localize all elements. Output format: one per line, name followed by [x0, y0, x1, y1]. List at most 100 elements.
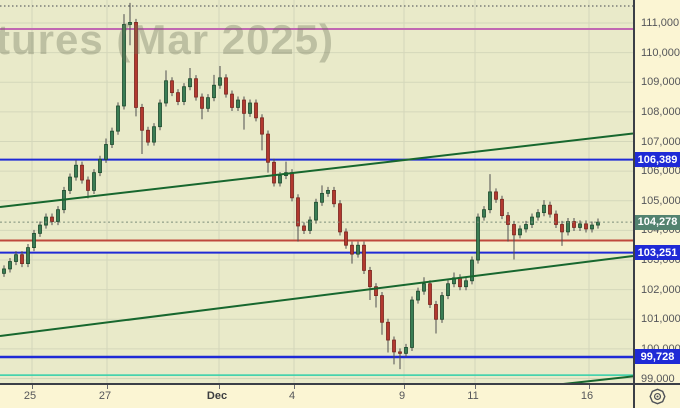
- candle-up: [356, 244, 360, 255]
- price-axis-label: 107,000: [641, 135, 680, 148]
- candle-down: [386, 321, 390, 341]
- candle-up: [206, 97, 210, 109]
- candle-up: [524, 224, 528, 230]
- candle-up: [590, 224, 594, 230]
- time-axis-tick: [294, 385, 295, 389]
- candle-up: [446, 283, 450, 296]
- candle-up: [14, 254, 18, 262]
- middle-trendline[interactable]: [0, 254, 633, 337]
- candle-down: [290, 172, 294, 199]
- support-zone: [0, 240, 633, 253]
- candle-up: [326, 190, 330, 194]
- chart-pane[interactable]: tures (Mar 2025): [0, 0, 633, 383]
- upper-trendline[interactable]: [0, 132, 633, 208]
- candle-down: [20, 254, 24, 264]
- time-axis-tick: [589, 385, 590, 389]
- candle-down: [458, 277, 462, 288]
- candle-up: [488, 191, 492, 211]
- candle-up: [164, 80, 168, 104]
- candle-down: [434, 304, 438, 320]
- candle-up: [410, 299, 414, 348]
- price-axis-label: 110,000: [641, 46, 680, 59]
- price-scale-settings-button[interactable]: [635, 385, 680, 408]
- candle-up: [68, 176, 72, 191]
- settings-icon: [649, 388, 666, 405]
- candle-down: [50, 216, 54, 222]
- candle-up: [404, 347, 408, 354]
- time-axis-label: 27: [98, 390, 112, 402]
- candle-down: [584, 223, 588, 230]
- price-axis-label: 102,000: [641, 283, 680, 296]
- time-axis[interactable]: 25 27 Dec 4 9 11 16: [0, 385, 633, 408]
- candle-down: [398, 351, 402, 354]
- candle-down: [500, 198, 504, 216]
- candle-down: [176, 92, 180, 102]
- time-axis-tick: [404, 385, 405, 389]
- candle-down: [368, 270, 372, 288]
- candle-up: [116, 105, 120, 132]
- candle-up: [98, 158, 102, 174]
- candles-group: [2, 2, 600, 370]
- time-axis-label: 16: [580, 390, 594, 402]
- candle-up: [122, 24, 126, 107]
- lower-right-trendline[interactable]: [556, 375, 633, 383]
- candle-up: [236, 99, 240, 108]
- time-axis-tick: [475, 385, 476, 389]
- candle-up: [536, 212, 540, 218]
- candle-down: [260, 117, 264, 135]
- candle-up: [566, 221, 570, 233]
- candle-down: [380, 295, 384, 323]
- candle-up: [2, 268, 6, 274]
- candle-up: [104, 144, 108, 160]
- last-price-badge: 104,278: [635, 214, 680, 230]
- candle-down: [242, 99, 246, 114]
- symbol-watermark: tures (Mar 2025): [0, 16, 335, 63]
- candle-up: [182, 86, 186, 102]
- candle-up: [308, 219, 312, 231]
- price-axis-label: 111,000: [641, 17, 680, 29]
- candle-up: [248, 102, 252, 114]
- candle-up: [314, 201, 318, 221]
- candle-down: [548, 204, 552, 215]
- price-axis-label: 108,000: [641, 105, 680, 118]
- candlestick-chart: [0, 0, 633, 383]
- candle-up: [422, 283, 426, 292]
- candle-up: [212, 84, 216, 99]
- candle-down: [266, 133, 270, 163]
- candle-up: [110, 130, 114, 145]
- candle-up: [530, 216, 534, 225]
- candle-up: [470, 259, 474, 282]
- candle-down: [392, 339, 396, 353]
- candle-down: [80, 164, 84, 181]
- candle-down: [200, 96, 204, 109]
- candle-down: [302, 225, 306, 231]
- candle-up: [278, 175, 282, 184]
- candle-up: [596, 221, 600, 226]
- candle-down: [572, 221, 576, 228]
- candle-down: [140, 107, 144, 131]
- candle-down: [362, 244, 366, 271]
- price-axis-label: 109,000: [641, 76, 680, 89]
- price-axis-label: 99,000: [641, 372, 675, 385]
- candle-down: [494, 191, 498, 200]
- candle-down: [254, 102, 258, 119]
- candle-up: [416, 290, 420, 301]
- candle-down: [338, 203, 342, 233]
- price-alert-badge-mid: 103,251: [635, 245, 680, 261]
- time-axis-label: 4: [288, 390, 296, 402]
- candle-down: [146, 129, 150, 143]
- price-axis[interactable]: 111,000 110,000 109,000 108,000 107,000 106,0…: [635, 0, 680, 385]
- time-axis-label: Dec: [206, 390, 228, 402]
- candle-down: [230, 93, 234, 108]
- candle-down: [506, 215, 510, 225]
- time-axis-tick: [107, 385, 108, 389]
- candle-up: [44, 216, 48, 226]
- axis-separator-horizontal: [0, 383, 680, 385]
- candle-up: [74, 164, 78, 178]
- price-axis-label: 106,000: [641, 165, 680, 178]
- candle-up: [38, 224, 42, 234]
- candle-up: [56, 209, 60, 222]
- candle-down: [512, 224, 516, 236]
- candle-down: [296, 197, 300, 227]
